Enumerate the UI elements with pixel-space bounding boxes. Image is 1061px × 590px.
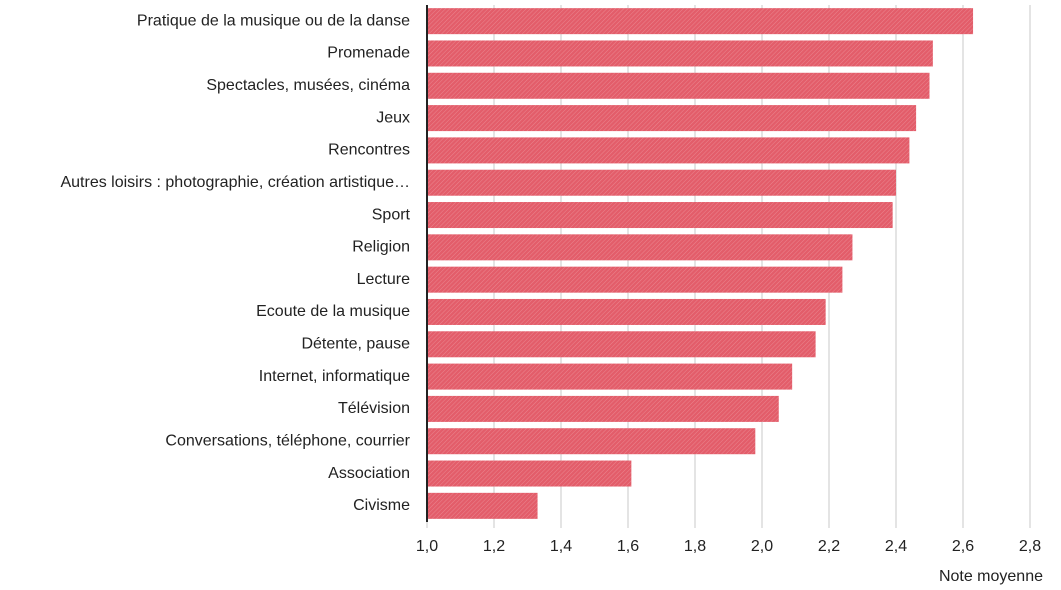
y-tick-label: Spectacles, musées, cinéma — [206, 77, 410, 94]
x-tick-label: 1,4 — [550, 538, 572, 555]
y-tick-label: Détente, pause — [301, 336, 410, 353]
bar-hatch — [427, 331, 816, 358]
y-tick-label: Lecture — [357, 271, 410, 288]
bar-hatch — [427, 298, 826, 325]
x-axis-label: Note moyenne — [939, 568, 1043, 585]
x-tick-label: 2,2 — [818, 538, 840, 555]
y-tick-label: Ecoute de la musique — [256, 303, 410, 320]
bar-hatch — [427, 202, 893, 229]
bar-hatch — [427, 8, 974, 35]
x-tick-label: 2,8 — [1019, 538, 1041, 555]
bar-hatch — [427, 492, 538, 519]
y-tick-label: Sport — [372, 206, 411, 223]
x-tick-label: 1,2 — [483, 538, 505, 555]
y-tick-label: Conversations, téléphone, courrier — [165, 432, 410, 449]
bar-hatch — [427, 72, 930, 99]
x-tick-label: 1,8 — [684, 538, 706, 555]
x-tick-label: 2,6 — [952, 538, 974, 555]
x-tick-label: 1,0 — [416, 538, 438, 555]
y-tick-label: Rencontres — [328, 142, 410, 159]
bar-hatch — [427, 428, 756, 455]
x-tick-label: 2,4 — [885, 538, 907, 555]
bar-hatch — [427, 169, 896, 196]
y-tick-label: Promenade — [327, 45, 410, 62]
y-tick-label: Internet, informatique — [259, 368, 410, 385]
bar-hatch — [427, 137, 910, 164]
bar-hatch — [427, 234, 853, 261]
x-tick-label: 2,0 — [751, 538, 773, 555]
y-tick-label: Civisme — [353, 497, 410, 514]
bar-hatch — [427, 395, 779, 422]
bar-hatch — [427, 363, 793, 390]
y-tick-label: Association — [328, 465, 410, 482]
x-tick-label: 1,6 — [617, 538, 639, 555]
bar-hatch — [427, 40, 933, 67]
y-tick-label: Jeux — [376, 109, 410, 126]
y-tick-label: Pratique de la musique ou de la danse — [137, 12, 410, 29]
y-tick-label: Autres loisirs : photographie, création … — [60, 174, 410, 191]
bar-hatch — [427, 460, 632, 487]
y-tick-label: Télévision — [338, 400, 410, 417]
y-tick-label: Religion — [352, 239, 410, 256]
bar-hatch — [427, 266, 843, 293]
bar-hatch — [427, 105, 917, 132]
